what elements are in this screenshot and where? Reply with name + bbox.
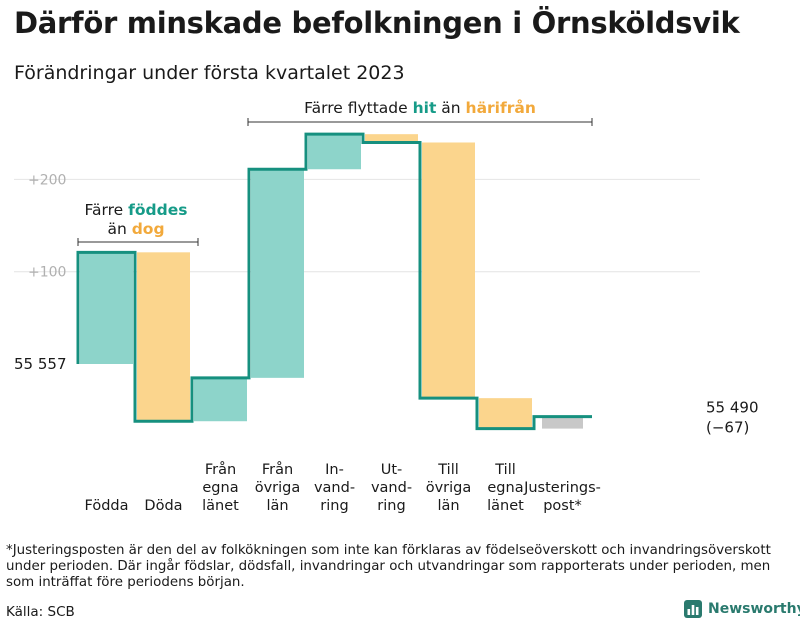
category-label-5-0: Ut- xyxy=(381,462,403,478)
bar-chart-icon xyxy=(684,600,702,618)
brand-name: Newsworthy xyxy=(708,601,800,617)
bar-step-2 xyxy=(194,377,247,422)
bar-step-0 xyxy=(80,252,133,364)
bar-step-4 xyxy=(308,134,361,170)
category-label-7-1: egna xyxy=(487,480,523,496)
category-label-1-0: Döda xyxy=(144,498,182,514)
end-change-label: (−67) xyxy=(706,419,749,437)
category-label-3-0: Från xyxy=(262,461,293,478)
category-label-5-2: ring xyxy=(377,498,405,514)
category-label-7-2: länet xyxy=(487,498,524,514)
category-label-0-0: Födda xyxy=(85,498,129,514)
category-label-2-1: egna xyxy=(202,480,238,496)
bar-step-5 xyxy=(365,134,418,143)
waterfall-chart: +100 +200 55 557 55 490 (−67) Födda Döda Från eg… xyxy=(14,98,759,514)
category-label-4-1: vand- xyxy=(314,480,355,496)
chart-subtitle: Förändringar under första kvartalet 2023 xyxy=(14,62,405,84)
category-label-6-1: övriga xyxy=(426,480,472,496)
bar-step-6 xyxy=(422,142,475,399)
brand-logo: Newsworthy xyxy=(684,600,800,618)
chart-title: Därför minskade befolkningen i Örnskölds… xyxy=(14,6,740,40)
category-label-2-2: länet xyxy=(202,498,239,514)
footnote: *Justeringsposten är den del av folkökni… xyxy=(6,543,771,590)
end-value-label: 55 490 xyxy=(706,399,759,417)
bar-step-3 xyxy=(251,169,304,378)
category-label-7-0: Till xyxy=(494,462,516,478)
category-label-6-0: Till xyxy=(437,462,459,478)
category-label-5-1: vand- xyxy=(371,480,412,496)
bar-step-1 xyxy=(137,252,190,422)
category-label-4-0: In- xyxy=(325,462,344,478)
y-tick-label-1: +200 xyxy=(28,172,66,188)
source-label: Källa: SCB xyxy=(6,604,75,620)
annotation-births-line2: än dog xyxy=(107,220,164,238)
category-label-2-0: Från xyxy=(205,461,236,478)
waterfall-line xyxy=(76,132,592,431)
category-label-8-0: Justerings- xyxy=(523,480,601,496)
annotation-migration: Färre flyttade hit än härifrån xyxy=(304,98,536,117)
annotation-births-line1: Färre föddes xyxy=(85,201,188,219)
bar-step-7 xyxy=(479,398,532,429)
bar-step-8 xyxy=(542,416,583,429)
y-tick-label-0: +100 xyxy=(28,265,66,281)
category-label-6-2: län xyxy=(437,498,459,514)
start-value-label: 55 557 xyxy=(14,355,67,373)
category-label-8-1: post* xyxy=(543,498,582,514)
category-label-3-1: övriga xyxy=(255,480,301,496)
category-label-3-2: län xyxy=(266,498,288,514)
category-label-4-2: ring xyxy=(320,498,348,514)
